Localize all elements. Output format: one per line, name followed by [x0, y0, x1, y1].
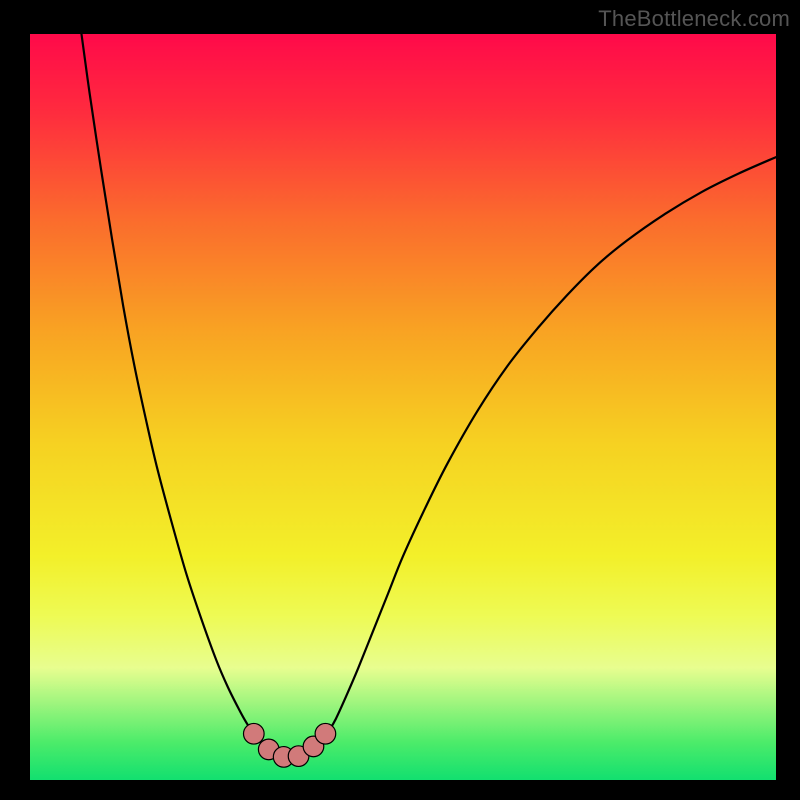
plot-area: [30, 34, 776, 780]
watermark: TheBottleneck.com: [598, 6, 790, 32]
valley-marker: [244, 723, 265, 744]
chart-svg: [30, 34, 776, 780]
bottleneck-curve: [81, 34, 776, 758]
valley-marker: [315, 723, 336, 744]
